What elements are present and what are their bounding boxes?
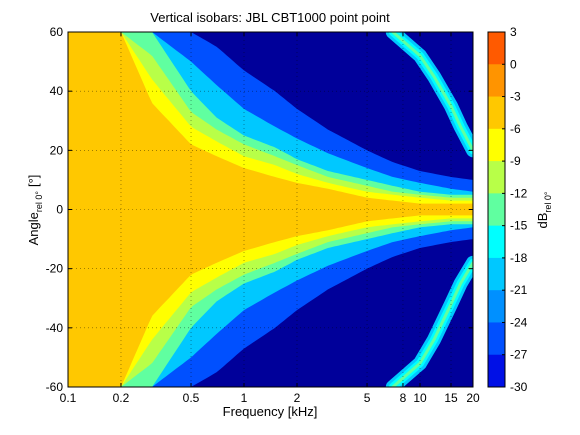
colorbar-segment <box>488 96 505 130</box>
isobar-band-minus3 <box>68 32 473 387</box>
colorbar-segment <box>488 161 505 194</box>
x-tick-label: 0.5 <box>183 391 200 405</box>
x-tick-label: 10 <box>413 391 427 405</box>
x-axis-ticks: 0.1 0.2 0.5 1 2 5 8 10 15 20 <box>60 32 480 405</box>
colorbar-segment <box>488 257 505 291</box>
colorbar-tick-label: 3 <box>510 25 517 39</box>
side-lobes <box>385 32 473 387</box>
colorbar-tick-label: -24 <box>510 315 528 329</box>
x-tick-label: 0.1 <box>60 391 77 405</box>
isobar-bands <box>68 32 473 387</box>
colorbar <box>488 32 505 388</box>
colorbar-frame <box>487 31 506 388</box>
colorbar-tick-label: -30 <box>510 380 528 394</box>
y-tick-label: 40 <box>50 84 64 98</box>
x-tick-label: 1 <box>241 391 248 405</box>
y-tick-label: 60 <box>50 25 64 39</box>
colorbar-segment <box>488 225 505 259</box>
colorbar-tick-label: -6 <box>510 122 521 136</box>
x-tick-label: 2 <box>294 391 301 405</box>
colorbar-label: dBrel 0° <box>535 191 553 228</box>
colorbar-segment <box>488 193 505 227</box>
colorbar-segment <box>488 322 505 356</box>
y-tick-label: 20 <box>50 143 64 157</box>
colorbar-ticks: 3 0 -3 -6 -9 -12 -15 -18 -21 -24 -27 -30 <box>502 25 528 394</box>
colorbar-tick-label: -27 <box>510 348 528 362</box>
y-axis-label-main: Angle <box>26 212 41 245</box>
y-axis-ticks: 60 40 20 0 -20 -40 -60 <box>46 25 473 394</box>
x-tick-label: 0.2 <box>113 391 130 405</box>
colorbar-tick-label: -9 <box>510 154 521 168</box>
colorbar-segment <box>488 64 505 98</box>
y-tick-label: -40 <box>46 321 64 335</box>
x-axis-label: Frequency [kHz] <box>223 404 318 419</box>
chart-title: Vertical isobars: JBL CBT1000 point poin… <box>150 10 390 25</box>
colorbar-label-main: dB <box>535 213 550 229</box>
colorbar-segment <box>488 32 505 65</box>
colorbar-tick-label: -21 <box>510 283 528 297</box>
x-tick-label: 15 <box>444 391 458 405</box>
colorbar-tick-label: -15 <box>510 219 528 233</box>
x-tick-label: 20 <box>466 391 480 405</box>
colorbar-tick-label: -12 <box>510 186 528 200</box>
x-tick-label: 8 <box>400 391 407 405</box>
colorbar-tick-label: -18 <box>510 251 528 265</box>
y-axis-label-sub: rel 0° <box>34 191 44 213</box>
colorbar-tick-label: 0 <box>510 57 517 71</box>
colorbar-segment <box>488 354 505 388</box>
colorbar-tick-label: -3 <box>510 90 521 104</box>
plot-area <box>68 32 473 387</box>
y-tick-label: -60 <box>46 380 64 394</box>
side-lobe-core-1 <box>391 261 473 387</box>
y-axis-label-unit: [°] <box>26 175 41 187</box>
colorbar-label-sub: rel 0° <box>543 191 553 213</box>
y-tick-label: 0 <box>56 203 63 217</box>
side-lobe-core-0 <box>391 32 473 152</box>
y-tick-label: -20 <box>46 262 64 276</box>
x-tick-label: 5 <box>364 391 371 405</box>
colorbar-segment <box>488 128 505 162</box>
colorbar-segment <box>488 290 505 323</box>
y-axis-label: Anglerel 0° [°] <box>26 175 44 246</box>
